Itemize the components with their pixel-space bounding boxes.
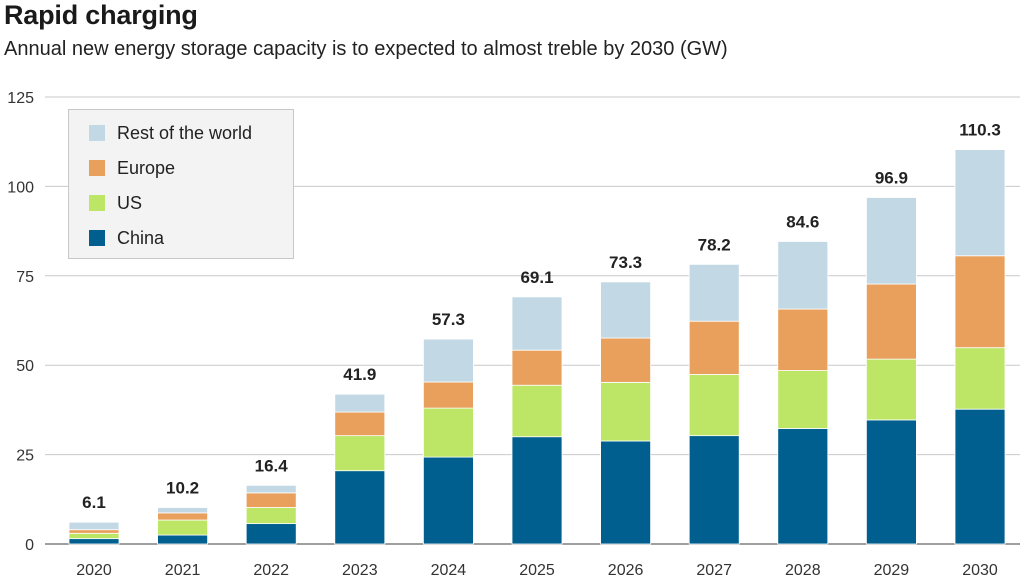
bar-segment-europe [777, 308, 829, 371]
legend-item-us: US [89, 192, 142, 214]
bar-segment-europe [157, 512, 209, 521]
total-labels: 6.1 10.2 16.4 41.9 57.3 69.1 73.3 78.2 84.6 96.9 1… [82, 121, 1001, 513]
x-tick-label: 2021 [165, 562, 201, 579]
bar-segment-china [600, 440, 651, 545]
bar-segment-europe [422, 381, 474, 409]
total-label: 96.9 [875, 168, 908, 187]
bar-segment-us [777, 370, 829, 429]
y-tick-label: 100 [7, 179, 34, 196]
y-tick-label: 0 [25, 537, 34, 554]
y-tick-label: 125 [7, 90, 34, 107]
bar-segment-rest-of-the-world [68, 521, 120, 531]
legend-item-rest-of-world: Rest of the world [89, 122, 252, 144]
legend-label: China [117, 227, 165, 248]
bar-segment-china [245, 523, 297, 545]
total-label: 16.4 [255, 456, 289, 475]
x-tick-label: 2024 [431, 562, 467, 579]
total-label: 10.2 [166, 479, 199, 498]
legend-swatch [89, 160, 105, 176]
bar-segment-us [334, 435, 386, 472]
legend: Rest of the world Europe US China [68, 109, 294, 259]
bar-segment-rest-of-the-world [334, 393, 386, 413]
bar-segment-europe [245, 492, 297, 508]
x-tick-label: 2020 [76, 562, 112, 579]
bar-segment-europe [866, 283, 917, 360]
bar-segment-rest-of-the-world [422, 338, 474, 383]
bar-segment-rest-of-the-world [688, 263, 740, 322]
total-label: 69.1 [520, 268, 553, 287]
bar-segment-europe [600, 337, 651, 383]
bar-segment-europe [954, 255, 1006, 349]
legend-label: US [117, 192, 143, 213]
total-label: 41.9 [343, 365, 376, 384]
bar-segment-europe [511, 349, 563, 386]
bar-segment-china [511, 436, 563, 545]
bar-segment-china [866, 419, 917, 545]
bars [68, 149, 1006, 545]
legend-label: Europe [117, 157, 176, 178]
bar-segment-rest-of-the-world [600, 281, 651, 339]
x-tick-label: 2030 [962, 562, 998, 579]
bar-segment-china [688, 435, 740, 545]
bar-segment-us [511, 384, 563, 438]
bar-segment-china [777, 428, 829, 545]
bar-segment-us [688, 374, 740, 437]
bar-segment-rest-of-the-world [511, 296, 563, 351]
total-label: 110.3 [959, 121, 1001, 140]
y-axis: 0 25 50 75 100 125 [7, 90, 34, 554]
y-tick-label: 75 [16, 269, 34, 286]
legend-swatch [89, 195, 105, 211]
bar-segment-rest-of-the-world [954, 149, 1006, 257]
bar-segment-us [157, 519, 209, 536]
x-tick-label: 2026 [608, 562, 644, 579]
x-axis: 2020 2021 2022 2023 2024 2025 2026 2027 2028 2029… [76, 562, 998, 579]
x-tick-label: 2028 [785, 562, 821, 579]
bar-segment-rest-of-the-world [866, 197, 917, 285]
bar-segment-rest-of-the-world [157, 507, 209, 514]
total-label: 73.3 [609, 253, 642, 272]
bar-segment-us [600, 381, 651, 442]
bar-segment-us [68, 532, 120, 540]
chart-subtitle: Annual new energy storage capacity is to… [4, 38, 728, 60]
bar-segment-us [422, 407, 474, 458]
bar-segment-china [422, 456, 474, 545]
bar-segment-china [334, 470, 386, 545]
y-tick-label: 25 [16, 448, 34, 465]
legend-item-china: China [89, 227, 164, 249]
x-tick-label: 2027 [696, 562, 732, 579]
y-tick-label: 50 [16, 358, 34, 375]
total-label: 84.6 [786, 212, 819, 231]
bar-segment-us [954, 347, 1006, 410]
bar-segment-us [245, 507, 297, 525]
bar-segment-rest-of-the-world [245, 484, 297, 494]
bar-segment-us [866, 358, 917, 421]
x-tick-label: 2025 [519, 562, 555, 579]
legend-swatch [89, 125, 105, 141]
bar-segment-europe [688, 320, 740, 375]
bar-segment-europe [68, 529, 120, 534]
legend-label: Rest of the world [117, 122, 253, 143]
total-label: 6.1 [82, 493, 106, 512]
legend-swatch [89, 230, 105, 246]
chart-title: Rapid charging [4, 0, 198, 30]
bar-segment-europe [334, 411, 386, 437]
x-tick-label: 2023 [342, 562, 378, 579]
bar-segment-china [157, 534, 209, 545]
x-tick-label: 2022 [253, 562, 289, 579]
legend-item-europe: Europe [89, 157, 175, 179]
total-label: 57.3 [432, 310, 465, 329]
bar-segment-china [68, 538, 120, 545]
x-tick-label: 2029 [874, 562, 910, 579]
total-label: 78.2 [698, 235, 731, 254]
bar-segment-china [954, 408, 1006, 545]
bar-segment-rest-of-the-world [777, 241, 829, 310]
